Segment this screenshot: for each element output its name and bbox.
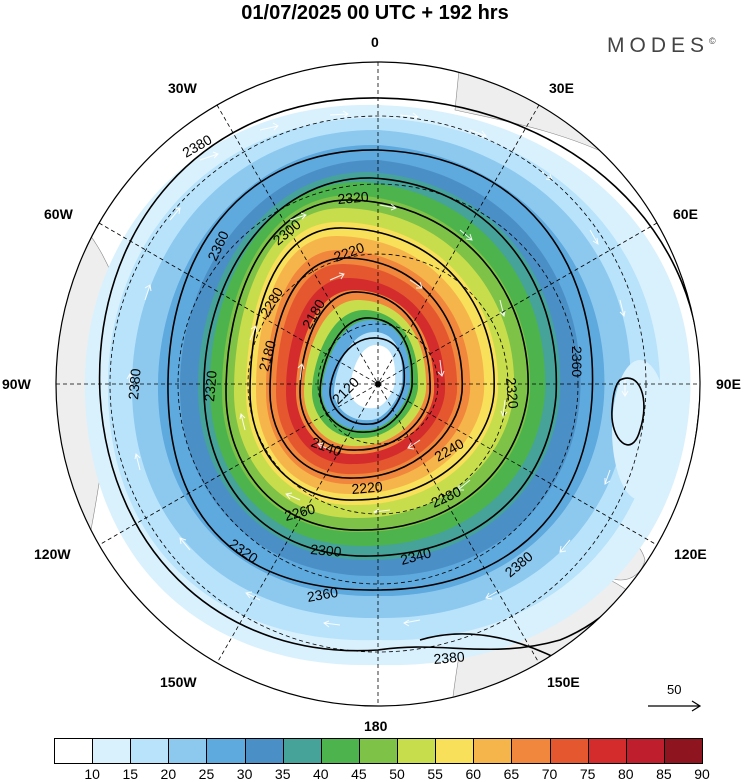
colorbar-swatch bbox=[206, 738, 246, 764]
lon-label-120e: 120E bbox=[674, 546, 707, 562]
wind-vectors bbox=[126, 110, 629, 628]
lon-label-150e: 150E bbox=[547, 674, 580, 690]
colorbar-tick-label: 10 bbox=[84, 766, 100, 782]
brand-name: MODES bbox=[607, 34, 710, 57]
lon-label-60e: 60E bbox=[673, 206, 698, 222]
reference-vector-arrow bbox=[648, 700, 702, 712]
colorbar-swatch bbox=[397, 738, 437, 764]
colorbar-tick-label: 20 bbox=[160, 766, 177, 782]
colorbar-swatch bbox=[625, 738, 665, 764]
south-pole-dot bbox=[375, 381, 381, 387]
lon-label-60w: 60W bbox=[44, 206, 73, 222]
colorbar-swatch bbox=[473, 738, 513, 764]
lon-label-90e: 90E bbox=[716, 376, 741, 392]
reference-vector-label: 50 bbox=[667, 682, 682, 697]
colorbar-swatch bbox=[168, 738, 208, 764]
lon-label-150w: 150W bbox=[160, 674, 197, 690]
lon-label-90w: 90W bbox=[2, 376, 31, 392]
contour-label: 2320 bbox=[337, 188, 370, 207]
colorbar-tick-label: 75 bbox=[579, 766, 596, 782]
colorbar-tick-label: 50 bbox=[389, 766, 405, 782]
colorbar-swatch bbox=[587, 738, 627, 764]
colorbar-tick-label: 25 bbox=[198, 766, 215, 782]
colorbar-tick-label: 65 bbox=[503, 766, 520, 782]
colorbar-tick-label: 45 bbox=[351, 766, 367, 782]
contour-label: 2340 bbox=[399, 544, 433, 568]
colorbar-swatch bbox=[282, 738, 322, 764]
contour-label: 2180 bbox=[255, 338, 279, 372]
colorbar-swatch bbox=[244, 738, 284, 764]
colorbar-swatch bbox=[663, 738, 703, 764]
map-border bbox=[55, 61, 701, 707]
lon-label-120w: 120W bbox=[34, 546, 71, 562]
contour-label: 2260 bbox=[283, 500, 317, 524]
colorbar-tick-label: 70 bbox=[541, 766, 558, 782]
brand-logo: MODES© bbox=[607, 34, 716, 58]
lon-label-0: 0 bbox=[371, 34, 379, 50]
contour-label-group: 2120 2140 2180 2180 2220 2220 2240 2260 … bbox=[125, 131, 585, 667]
colorbar-tick-label: 80 bbox=[617, 766, 634, 782]
wind-speed-shading bbox=[84, 104, 691, 666]
lon-label-30w: 30W bbox=[168, 80, 197, 96]
contour-label: 2360 bbox=[569, 346, 585, 377]
colorbar-tick-label: 60 bbox=[465, 766, 482, 782]
colorbar-tick-label: 15 bbox=[122, 766, 139, 782]
colorbar-swatch bbox=[92, 738, 132, 764]
colorbar-swatch bbox=[511, 738, 551, 764]
colorbar-tick-label: 40 bbox=[313, 766, 329, 782]
contour-label: 2380 bbox=[125, 368, 144, 401]
contour-label: 2380 bbox=[433, 648, 466, 667]
colorbar-tick-label: 35 bbox=[274, 766, 291, 782]
contour-label: 2320 bbox=[201, 370, 220, 403]
contour-label: 2320 bbox=[503, 377, 522, 410]
colorbar-swatch bbox=[320, 738, 360, 764]
colorbar-tick-label: 90 bbox=[694, 766, 710, 782]
contour-label: 2220 bbox=[351, 478, 384, 497]
colorbar-swatch bbox=[54, 738, 94, 764]
colorbar-tick-label: 30 bbox=[236, 766, 253, 782]
colorbar-swatch bbox=[358, 738, 399, 764]
colorbar-swatch bbox=[130, 738, 170, 764]
colorbar-tick-label: 85 bbox=[656, 766, 672, 782]
brand-mark: © bbox=[709, 36, 716, 46]
colorbar-swatch bbox=[435, 738, 475, 764]
lon-label-30e: 30E bbox=[549, 80, 574, 96]
lon-label-180: 180 bbox=[364, 718, 388, 734]
colorbar-tick-label: 55 bbox=[427, 766, 443, 782]
chart-title: 01/07/2025 00 UTC + 192 hrs bbox=[241, 2, 509, 24]
colorbar-swatch bbox=[549, 738, 589, 764]
contour-label: 2360 bbox=[306, 584, 340, 605]
contour-label: 2300 bbox=[310, 541, 343, 560]
